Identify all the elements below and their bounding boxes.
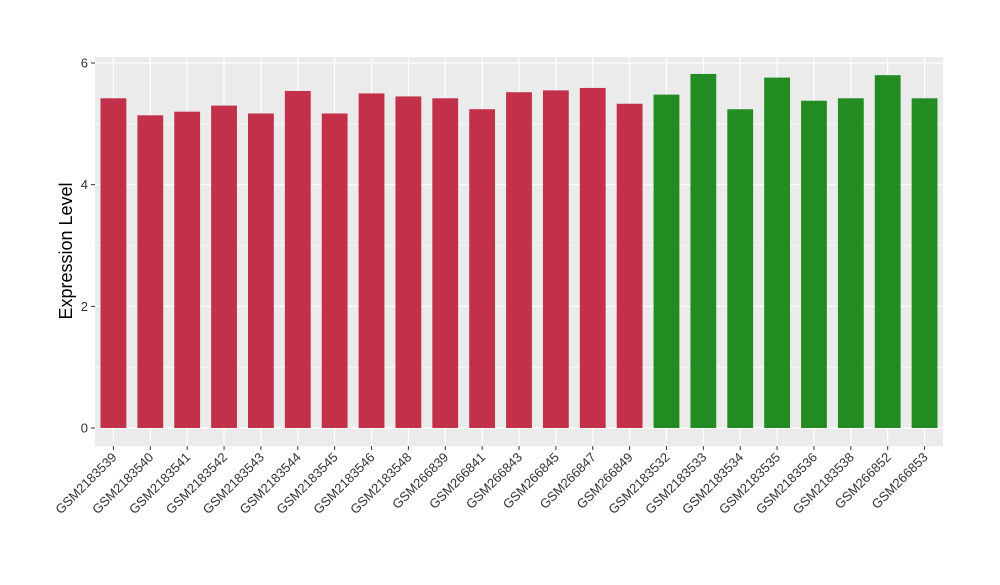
bar xyxy=(506,92,532,428)
bar xyxy=(248,113,274,428)
bar xyxy=(653,94,680,428)
y-axis-title: Expression Level xyxy=(56,182,76,319)
bar xyxy=(764,77,790,428)
bars xyxy=(100,73,938,429)
bar xyxy=(874,75,901,429)
bar xyxy=(801,100,827,428)
bar xyxy=(837,98,864,429)
bar xyxy=(579,87,606,429)
bar xyxy=(727,109,754,428)
bar xyxy=(100,98,127,429)
bar xyxy=(432,98,459,429)
y-tick-label: 4 xyxy=(81,177,88,192)
bar xyxy=(469,109,496,428)
bar xyxy=(321,113,348,428)
x-axis: GSM2183539GSM2183540GSM2183541GSM2183542… xyxy=(52,446,931,517)
bar xyxy=(395,96,422,428)
y-tick-label: 6 xyxy=(81,56,88,71)
bar xyxy=(690,73,717,428)
bar xyxy=(542,90,569,428)
bar xyxy=(616,103,643,428)
bar xyxy=(174,111,201,429)
y-axis: 0 2 4 6 xyxy=(81,56,95,436)
y-tick-label: 0 xyxy=(81,421,88,436)
y-tick-label: 2 xyxy=(81,299,88,314)
bar xyxy=(911,98,938,429)
bar xyxy=(358,93,385,429)
bar xyxy=(284,90,311,428)
bar xyxy=(211,105,237,428)
bar xyxy=(137,115,164,429)
